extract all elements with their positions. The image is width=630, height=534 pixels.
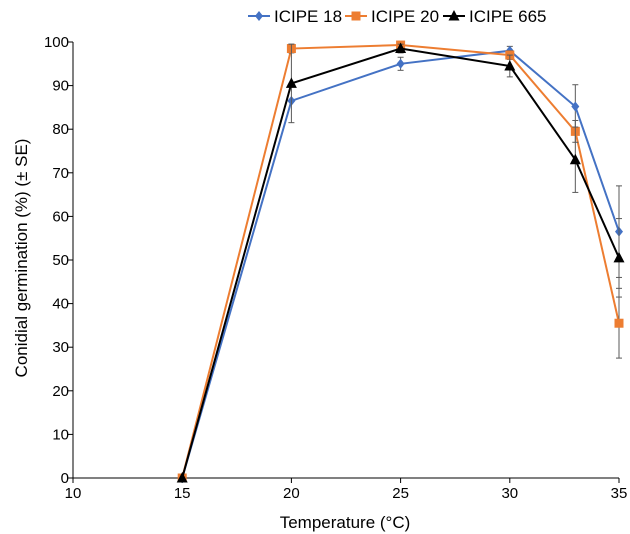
data-point <box>396 58 405 69</box>
y-tick-label: 40 <box>52 296 69 313</box>
y-tick-label: 30 <box>52 339 69 356</box>
series-line <box>181 49 620 479</box>
plot-area <box>176 40 625 483</box>
x-tick-label: 10 <box>65 485 82 502</box>
y-tick-label: 60 <box>52 208 69 225</box>
legend-marker <box>351 11 361 21</box>
y-tick-label: 50 <box>52 252 69 269</box>
y-tick-label: 80 <box>52 121 69 138</box>
legend-marker <box>448 10 460 21</box>
data-point <box>504 59 516 71</box>
data-point <box>569 153 581 165</box>
legend-label: ICIPE 665 <box>469 7 547 26</box>
y-tick-label: 20 <box>52 383 69 400</box>
x-tick-label: 20 <box>283 485 300 502</box>
data-point <box>395 42 407 54</box>
legend-label: ICIPE 18 <box>274 7 342 26</box>
legend-item-2: ICIPE 20 <box>345 7 439 26</box>
y-ticks: 0 10 20 30 40 50 60 70 80 90 100 <box>44 34 73 487</box>
data-point <box>614 318 624 328</box>
series-1 <box>178 45 623 483</box>
x-tick-label: 30 <box>501 485 518 502</box>
x-tick-label: 35 <box>611 485 628 502</box>
y-tick-label: 0 <box>61 470 69 487</box>
series-3 <box>176 42 625 483</box>
y-tick-label: 90 <box>52 78 69 95</box>
legend-label: ICIPE 20 <box>371 7 439 26</box>
x-tick-label: 25 <box>392 485 409 502</box>
legend-item-1: ICIPE 18 <box>248 7 342 26</box>
series-line <box>181 47 620 479</box>
x-axis-title: Temperature (°C) <box>280 513 411 532</box>
x-tick-label: 15 <box>174 485 191 502</box>
data-point <box>613 251 625 263</box>
legend-marker <box>255 11 263 21</box>
legend-item-3: ICIPE 665 <box>443 7 547 26</box>
series-line <box>181 44 620 479</box>
y-tick-label: 100 <box>44 34 69 51</box>
data-point <box>285 77 297 88</box>
y-tick-label: 10 <box>52 426 69 443</box>
x-ticks: 10 15 20 25 30 35 <box>65 478 628 502</box>
y-axis-title: Conidial germination (%) (± SE) <box>12 139 31 378</box>
data-point <box>571 101 580 112</box>
legend: ICIPE 18 ICIPE 20 ICIPE 665 <box>248 7 547 26</box>
y-tick-label: 70 <box>52 165 69 182</box>
data-point <box>176 472 188 483</box>
